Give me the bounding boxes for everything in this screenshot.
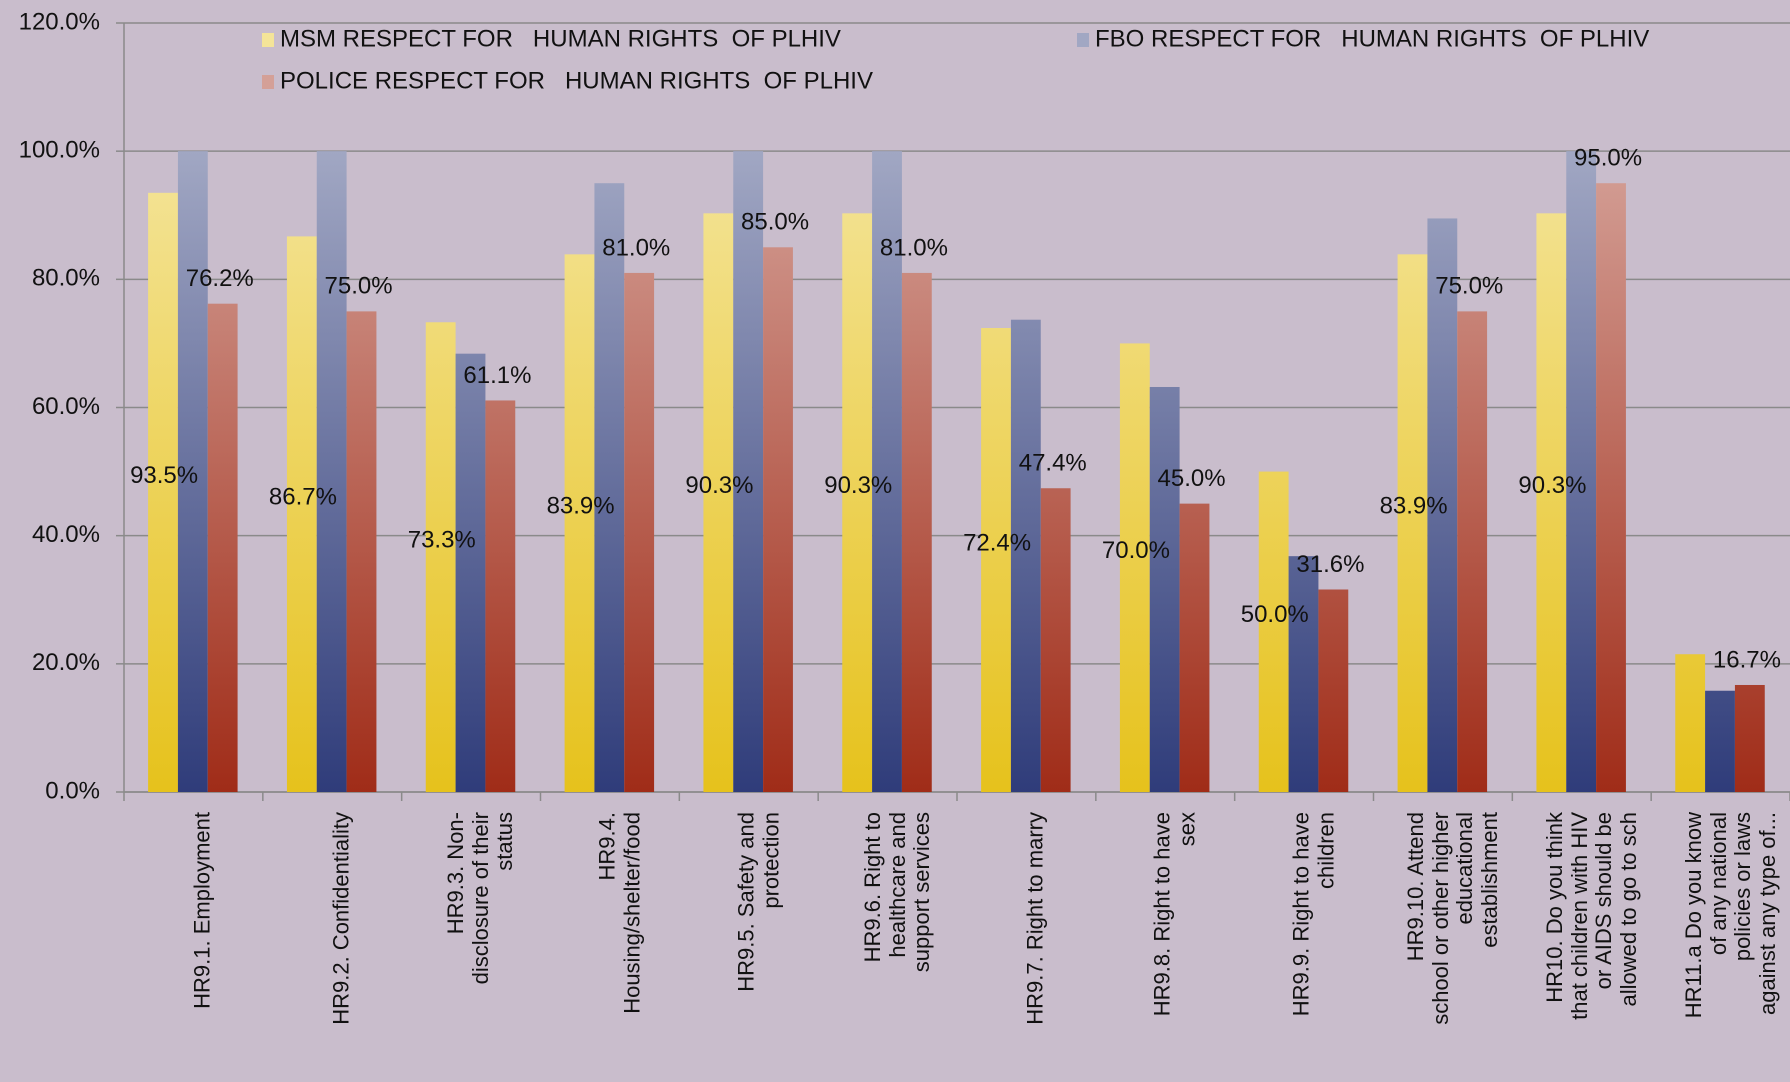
x-tick-label: HR9.7. Right to marry <box>1023 812 1049 1025</box>
data-label: 45.0% <box>1158 465 1226 492</box>
bar <box>981 328 1011 792</box>
x-tick-label: HR9.10. Attend school or other higher ed… <box>1402 812 1502 1025</box>
x-tick-label: HR9.2. Confidentiality <box>328 812 354 1025</box>
x-tick-label: HR9.8. Right to have sex <box>1149 812 1200 1017</box>
data-label: 70.0% <box>1102 537 1170 564</box>
bar <box>346 311 377 792</box>
data-label: 90.3% <box>824 472 892 499</box>
data-label: 47.4% <box>1019 450 1087 477</box>
bar <box>455 353 486 792</box>
data-label: 93.5% <box>130 462 198 489</box>
y-tick-label: 40.0% <box>32 521 100 548</box>
bar <box>763 247 793 792</box>
x-tick-label: HR9.3. Non- disclosure of their status <box>443 812 518 985</box>
x-tick-label: HR9.1. Employment <box>190 812 216 1009</box>
data-label: 85.0% <box>741 209 809 236</box>
bar <box>286 236 317 792</box>
data-label: 73.3% <box>408 526 476 553</box>
bar <box>1010 319 1041 792</box>
bar <box>703 213 734 792</box>
y-tick-label: 80.0% <box>32 265 100 292</box>
legend-swatch <box>262 75 274 89</box>
legend-label: MSM RESPECT FOR HUMAN RIGHTS OF PLHIV <box>280 25 841 52</box>
bar <box>485 400 516 792</box>
bar <box>1457 311 1488 792</box>
bar <box>594 183 625 793</box>
bar <box>564 254 595 793</box>
data-label: 72.4% <box>963 529 1031 556</box>
bar <box>733 151 764 792</box>
bar <box>177 151 208 792</box>
legend-swatch <box>1077 33 1089 47</box>
data-label: 81.0% <box>602 234 670 261</box>
bar <box>1536 213 1567 792</box>
data-label: 75.0% <box>1435 273 1503 300</box>
legend-swatch <box>262 33 274 47</box>
bar <box>148 192 178 793</box>
x-tick-label: HR9.5. Safety and protection <box>733 812 783 992</box>
bar <box>316 151 347 792</box>
data-label: 75.0% <box>325 273 393 300</box>
data-label: 31.6% <box>1296 551 1364 578</box>
legend-label: FBO RESPECT FOR HUMAN RIGHTS OF PLHIV <box>1095 25 1649 52</box>
bar <box>1566 151 1597 792</box>
bar <box>1040 488 1071 792</box>
x-tick-label: HR10. Do you think that children with HI… <box>1541 812 1641 1020</box>
data-label: 81.0% <box>880 234 948 261</box>
bar <box>1258 471 1289 792</box>
data-label: 76.2% <box>186 265 254 292</box>
y-tick-label: 20.0% <box>32 649 100 676</box>
x-tick-label: HR9.4. Housing/shelter/food <box>594 812 644 1014</box>
x-tick-label: HR9.9. Right to have children <box>1288 812 1339 1017</box>
data-label: 16.7% <box>1713 646 1781 673</box>
data-label: 86.7% <box>269 484 337 511</box>
x-tick-label: HR9.6. Right to healthcare and support s… <box>859 812 934 973</box>
bar <box>1596 183 1626 793</box>
bar <box>1288 556 1319 792</box>
bar <box>901 272 932 792</box>
data-label: 61.1% <box>463 362 531 389</box>
y-tick-label: 100.0% <box>19 137 100 164</box>
bar <box>1427 218 1458 792</box>
data-label: 90.3% <box>1518 472 1586 499</box>
bar <box>842 213 873 792</box>
bar <box>1119 343 1150 792</box>
y-tick-label: 120.0% <box>19 8 100 35</box>
bar <box>1397 254 1428 793</box>
data-label: 83.9% <box>547 493 615 520</box>
bar <box>1149 386 1180 792</box>
y-tick-label: 60.0% <box>32 393 100 420</box>
bar <box>624 272 655 792</box>
bar <box>1675 654 1706 792</box>
y-tick-label: 0.0% <box>45 777 100 804</box>
x-tick-label: HR11.a Do you know of any national polic… <box>1680 812 1780 1019</box>
bar <box>1734 684 1765 792</box>
bar <box>1179 503 1210 792</box>
bar <box>425 322 456 792</box>
bar <box>872 151 902 792</box>
bar <box>207 303 238 792</box>
data-label: 95.0% <box>1574 145 1642 172</box>
bar <box>1705 690 1735 792</box>
data-label: 50.0% <box>1241 601 1309 628</box>
data-label: 90.3% <box>685 472 753 499</box>
data-label: 83.9% <box>1380 493 1448 520</box>
legend-label: POLICE RESPECT FOR HUMAN RIGHTS OF PLHIV <box>280 67 873 94</box>
bar <box>1318 589 1349 792</box>
